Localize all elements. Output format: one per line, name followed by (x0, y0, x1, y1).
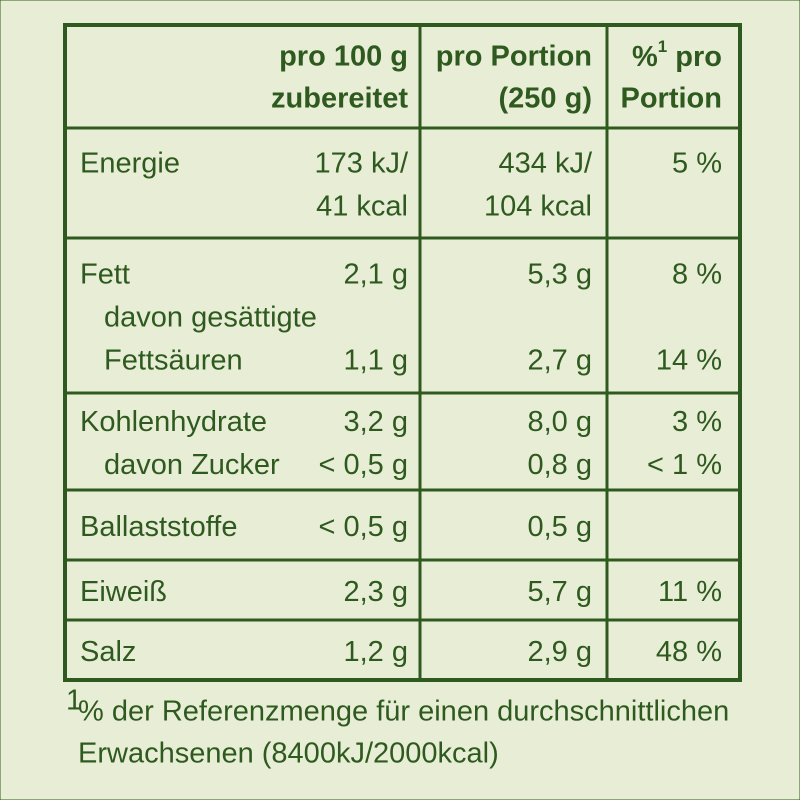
value: 3,2 g (344, 406, 409, 438)
footnote: Erwachsenen (8400kJ/2000kcal) (78, 738, 499, 770)
value: 3 % (672, 406, 722, 438)
value: 11 % (658, 576, 722, 608)
value: 48 % (656, 636, 722, 668)
value: 8 % (672, 259, 722, 291)
value: 434 kJ/ (499, 148, 593, 180)
nutrient-label: Kohlenhydrate (80, 406, 267, 438)
value: 5,3 g (528, 259, 593, 291)
nutrient-label: Fettsäuren (104, 345, 243, 377)
value: 41 kcal (316, 191, 408, 223)
header: % (632, 41, 658, 73)
nutrient-label: davon Zucker (104, 449, 280, 481)
value: 14 % (656, 345, 722, 377)
footnote-marker: 1 (66, 685, 82, 717)
header: pro (667, 41, 722, 73)
value: < 0,5 g (319, 449, 409, 481)
value: 1,2 g (344, 636, 409, 668)
value: < 0,5 g (319, 511, 409, 543)
nutrient-label: Ballaststoffe (80, 511, 237, 543)
header: zubereitet (271, 83, 408, 115)
value: 173 kJ/ (315, 148, 409, 180)
value: 5,7 g (528, 576, 593, 608)
nutrient-label: davon gesättigte (104, 302, 317, 334)
superscript: 1 (658, 37, 667, 56)
header: (250 g) (499, 83, 592, 115)
value: 2,7 g (528, 345, 593, 377)
header: pro 100 g (279, 41, 408, 73)
nutrient-label: Fett (80, 259, 130, 291)
value: 104 kcal (484, 191, 592, 223)
header: %1 pro (632, 37, 722, 72)
table-border (63, 23, 742, 682)
value: 2,9 g (528, 636, 593, 668)
header: pro Portion (436, 41, 592, 73)
value: 5 % (672, 148, 722, 180)
nutrient-label: Salz (80, 636, 136, 668)
header: Portion (621, 83, 723, 115)
value: 2,3 g (344, 576, 409, 608)
nutrient-label: Energie (80, 148, 180, 180)
value: 0,8 g (528, 449, 593, 481)
value: 1,1 g (344, 345, 409, 377)
value: 0,5 g (528, 511, 593, 543)
value: 8,0 g (528, 406, 593, 438)
value: < 1 % (647, 449, 722, 481)
footnote: % der Referenzmenge für einen durchschni… (78, 696, 729, 728)
value: 2,1 g (344, 259, 409, 291)
nutrient-label: Eiweiß (80, 576, 167, 608)
